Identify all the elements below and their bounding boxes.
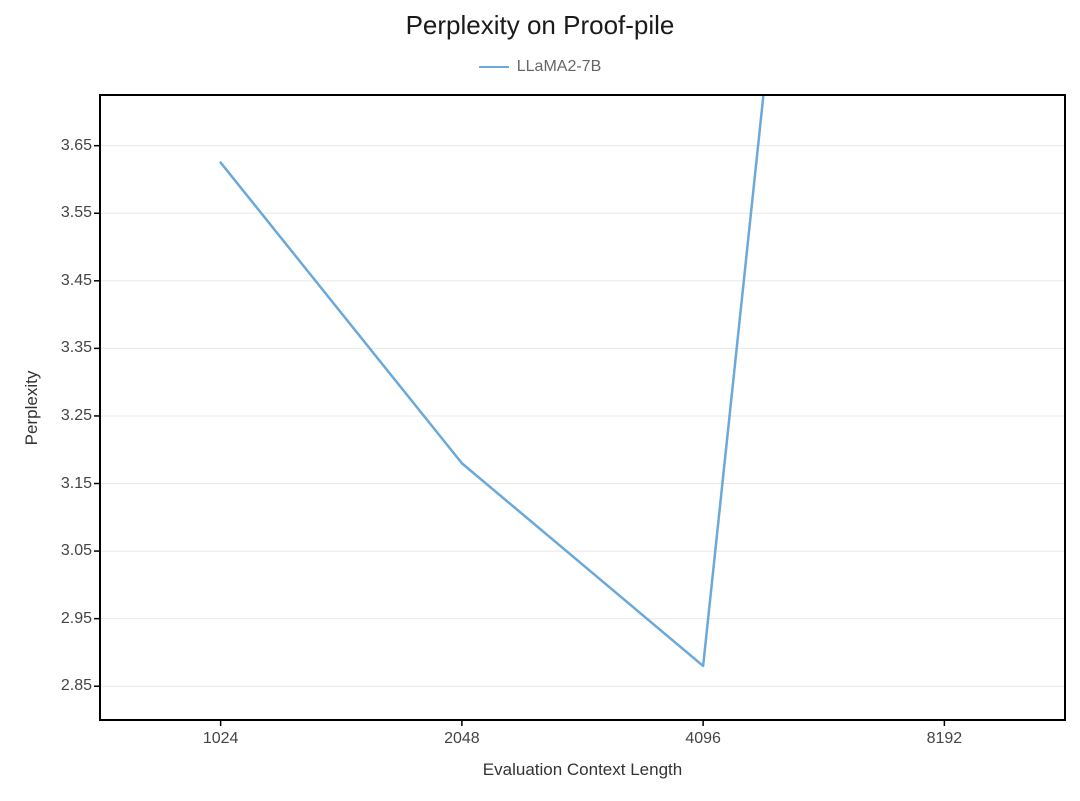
x-tick-label: 1024	[203, 720, 239, 748]
plot-area	[100, 95, 1065, 720]
plot-svg	[100, 95, 1065, 720]
y-tick-label: 3.55	[61, 204, 100, 222]
y-tick-label: 3.35	[61, 339, 100, 357]
y-tick-label: 3.45	[61, 272, 100, 290]
x-tick-label: 4096	[685, 720, 721, 748]
x-tick-label: 2048	[444, 720, 480, 748]
chart-legend: LLaMA2-7B	[0, 55, 1080, 76]
y-tick-label: 3.15	[61, 475, 100, 493]
y-tick-label: 2.95	[61, 610, 100, 628]
x-axis-label: Evaluation Context Length	[483, 760, 682, 780]
y-axis-label: Perplexity	[22, 370, 42, 445]
y-tick-label: 2.85	[61, 677, 100, 695]
series-line	[221, 95, 764, 666]
chart-container: Perplexity on Proof-pile LLaMA2-7B Perpl…	[0, 0, 1080, 801]
y-tick-label: 3.25	[61, 407, 100, 425]
legend-swatch	[479, 66, 509, 68]
y-tick-label: 3.65	[61, 137, 100, 155]
y-tick-label: 3.05	[61, 542, 100, 560]
legend-label: LLaMA2-7B	[517, 58, 602, 76]
chart-title: Perplexity on Proof-pile	[0, 10, 1080, 41]
legend-item: LLaMA2-7B	[479, 58, 602, 76]
x-tick-label: 8192	[927, 720, 963, 748]
